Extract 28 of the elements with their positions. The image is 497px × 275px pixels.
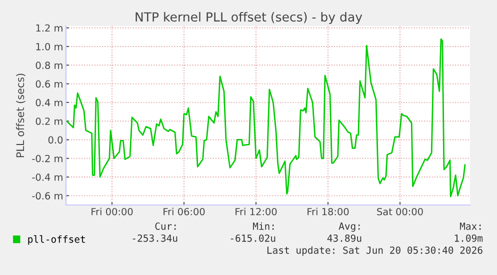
y-tick-label: 0.0: [48, 136, 63, 144]
text: Cur:: [155, 222, 176, 230]
y-axis-title: PLL offset (secs): [16, 74, 26, 158]
y-tick-label: 0.2 m: [36, 118, 62, 125]
text: Min:: [252, 222, 274, 230]
y-tick-label: 0.8 m: [36, 62, 62, 69]
y-tick-label: 1.0 m: [36, 42, 62, 50]
text: Max:: [460, 222, 481, 230]
x-tick-label: Fri 06:00: [164, 208, 205, 216]
text: 1.09m: [454, 234, 483, 242]
text: -615.02u: [230, 234, 276, 242]
text: Last update: Sat Jun 20 05:30:40 2026: [267, 246, 482, 256]
y-tick-label: 0.4 m: [36, 98, 62, 106]
legend-label: pll-offset: [28, 235, 85, 245]
text: -253.34u: [132, 234, 178, 242]
chart-title: NTP kernel PLL offset (secs) - by day: [136, 12, 362, 24]
x-tick-label: Fri 18:00: [308, 208, 349, 216]
x-tick-label: Fri 12:00: [236, 208, 277, 216]
text: Avg:: [338, 222, 360, 232]
x-tick-label: Sat 00:00: [377, 208, 423, 216]
y-tick-label: -0.6 m: [32, 192, 62, 200]
y-tick-label: 1.2 m: [36, 24, 62, 32]
text: 43.89u: [327, 234, 362, 242]
x-tick-label: Fri 00:00: [92, 208, 133, 216]
y-tick-label: -0.2 m: [32, 154, 62, 162]
line-series: [66, 38, 466, 198]
y-tick-label: 0.6 m: [36, 80, 62, 88]
y-tick-label: -0.4 m: [32, 174, 62, 181]
